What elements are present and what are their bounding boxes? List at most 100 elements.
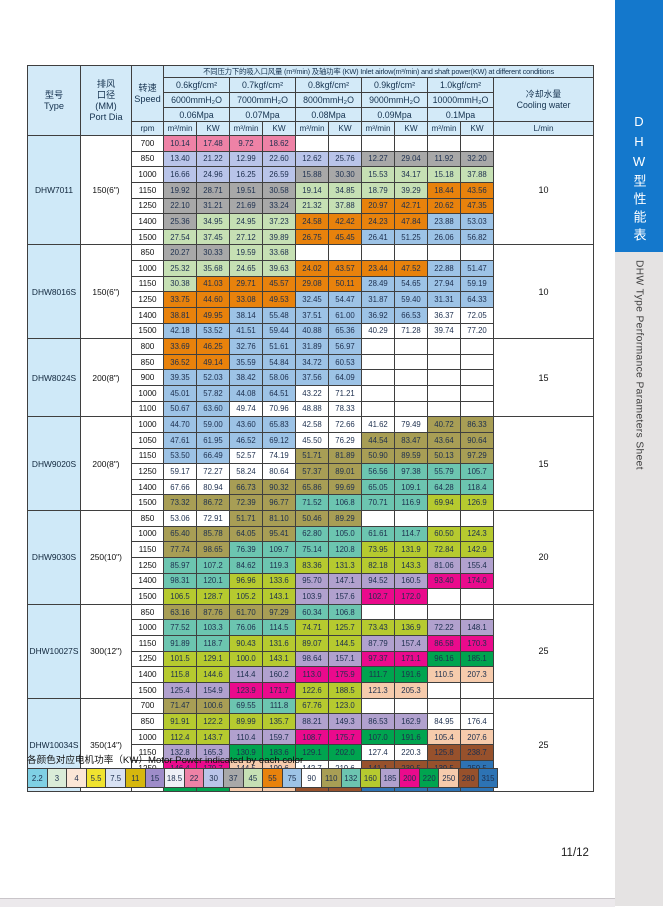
rpm-cell: 1050 — [131, 431, 164, 449]
data-row: 900 39.35 52.03 38.42 58.06 37.56 64.09 — [28, 369, 594, 386]
value-cell: 202.0 — [328, 744, 362, 761]
value-cell: 80.64 — [262, 463, 296, 480]
value-cell: 49.53 — [262, 291, 296, 308]
value-cell: 42.18 — [163, 322, 197, 340]
rpm-cell: 1000 — [131, 385, 164, 402]
value-cell — [394, 353, 428, 371]
data-row: 1000 45.01 57.82 44.08 64.51 43.22 71.21 — [28, 385, 594, 402]
value-cell: 78.33 — [328, 400, 362, 418]
value-cell: 129.1 — [196, 650, 230, 668]
value-cell: 207.6 — [460, 728, 494, 746]
value-cell: 62.80 — [295, 525, 329, 543]
value-cell — [361, 353, 395, 371]
value-cell: 82.18 — [361, 556, 395, 574]
value-cell: 125.7 — [328, 619, 362, 636]
value-cell: 50.13 — [427, 447, 461, 465]
unit-rpm: rpm — [131, 121, 164, 136]
rpm-cell: 700 — [131, 135, 164, 152]
unit-flow: m³/min — [163, 121, 197, 136]
value-cell: 87.79 — [361, 635, 395, 652]
legend-swatch: 220 — [418, 768, 440, 788]
data-row: 1500 27.54 37.45 27.12 39.89 26.75 45.45 26.41 5… — [28, 228, 594, 246]
header-type-en: Type — [44, 100, 64, 111]
model-name-cell: DHW8024S — [27, 338, 81, 418]
data-row: DHW9020S 200(8") 1000 44.70 59.00 43.60 65.83 4… — [27, 416, 595, 511]
value-cell: 63.60 — [196, 400, 230, 418]
value-cell — [394, 338, 428, 355]
legend-swatch: 45 — [242, 768, 264, 788]
header-conditions: 不同压力下的吸入口风量 (m³/min) 及轴功率 (KW) Inlet air… — [162, 65, 595, 78]
value-cell: 86.72 — [196, 494, 230, 511]
value-cell: 65.05 — [361, 478, 395, 496]
value-cell — [460, 353, 494, 371]
value-cell: 76.06 — [229, 619, 263, 636]
value-cell: 53.50 — [163, 447, 197, 465]
value-cell — [460, 369, 494, 386]
data-row: DHW8024S 200(8") 800 33.69 46.25 32.76 51.61 31… — [27, 338, 595, 418]
rpm-cell: 800 — [131, 338, 164, 355]
value-cell: 77.52 — [163, 619, 197, 636]
value-cell: 64.05 — [229, 525, 263, 543]
value-cell: 160.5 — [394, 572, 428, 590]
value-cell: 19.59 — [229, 244, 263, 261]
value-cell: 27.94 — [427, 275, 461, 293]
value-cell — [427, 681, 461, 699]
value-cell: 37.23 — [262, 213, 296, 230]
data-row: 1150 132.8 165.3 130.9 183.6 129.1 202.0 127.4 2… — [28, 744, 594, 761]
rpm-cell: 1150 — [131, 447, 164, 465]
legend-swatch: 160 — [360, 768, 381, 788]
value-cell: 79.49 — [394, 416, 428, 433]
port-dia-cell: 200(8") — [80, 416, 132, 511]
rpm-cell: 1250 — [131, 463, 164, 480]
legend-swatch: 11 — [124, 768, 146, 788]
value-cell — [460, 697, 494, 715]
cooling-water-cell: 10 — [492, 134, 595, 246]
value-cell — [460, 588, 494, 605]
value-cell: 85.78 — [196, 525, 230, 543]
value-cell: 25.76 — [328, 150, 362, 168]
cooling-water-cell: 20 — [492, 510, 595, 605]
value-cell: 26.41 — [361, 228, 395, 246]
legend-title: 各颜色对应电机功率（KW）Motor Power indicated by ea… — [27, 755, 304, 766]
pressure-mpa: 0.07Mpa — [229, 107, 296, 122]
value-cell: 175.7 — [328, 728, 362, 746]
value-cell: 61.70 — [229, 603, 263, 621]
value-cell — [460, 135, 494, 152]
value-cell: 22.88 — [427, 260, 461, 277]
value-cell: 19.14 — [295, 181, 329, 199]
value-cell — [328, 244, 362, 261]
value-cell: 130.9 — [229, 744, 263, 761]
legend-swatch: 185 — [379, 768, 401, 788]
value-cell: 49.95 — [196, 306, 230, 324]
value-cell: 39.74 — [427, 322, 461, 340]
legend-swatch: 280 — [458, 768, 479, 788]
value-cell: 75.14 — [295, 541, 329, 558]
value-cell: 41.03 — [196, 275, 230, 293]
rpm-cell: 1150 — [131, 635, 164, 652]
rpm-cell: 1250 — [131, 556, 164, 574]
value-cell: 29.71 — [229, 275, 263, 293]
value-cell: 81.06 — [427, 556, 461, 574]
value-cell: 57.37 — [295, 463, 329, 480]
data-row: 850 36.52 49.14 35.59 54.84 34.72 60.53 — [28, 353, 594, 371]
value-cell: 172.0 — [394, 588, 428, 605]
rpm-cell: 1400 — [131, 666, 164, 683]
data-row: 1500 42.18 53.52 41.51 59.44 40.88 65.36 40.29 7… — [28, 322, 594, 340]
value-cell: 31.87 — [361, 291, 395, 308]
value-cell: 72.91 — [196, 510, 230, 527]
value-cell — [427, 603, 461, 621]
value-cell: 60.34 — [295, 603, 329, 621]
model-name-cell: DHW10027S — [27, 603, 81, 699]
data-row: 850 91.91 122.2 89.99 135.7 88.21 149.3 86.53 16… — [28, 713, 594, 730]
value-cell — [460, 510, 494, 527]
data-row: 1100 50.67 63.60 49.74 70.96 48.88 78.33 — [28, 400, 594, 418]
value-cell: 29.04 — [394, 150, 428, 168]
rpm-cell: 1100 — [131, 400, 164, 418]
value-cell — [361, 697, 395, 715]
value-cell — [361, 510, 395, 527]
value-cell: 53.06 — [163, 510, 197, 527]
value-cell: 128.7 — [196, 588, 230, 605]
value-cell: 126.9 — [460, 494, 494, 511]
value-cell: 101.5 — [163, 650, 197, 668]
value-cell: 13.40 — [163, 150, 197, 168]
